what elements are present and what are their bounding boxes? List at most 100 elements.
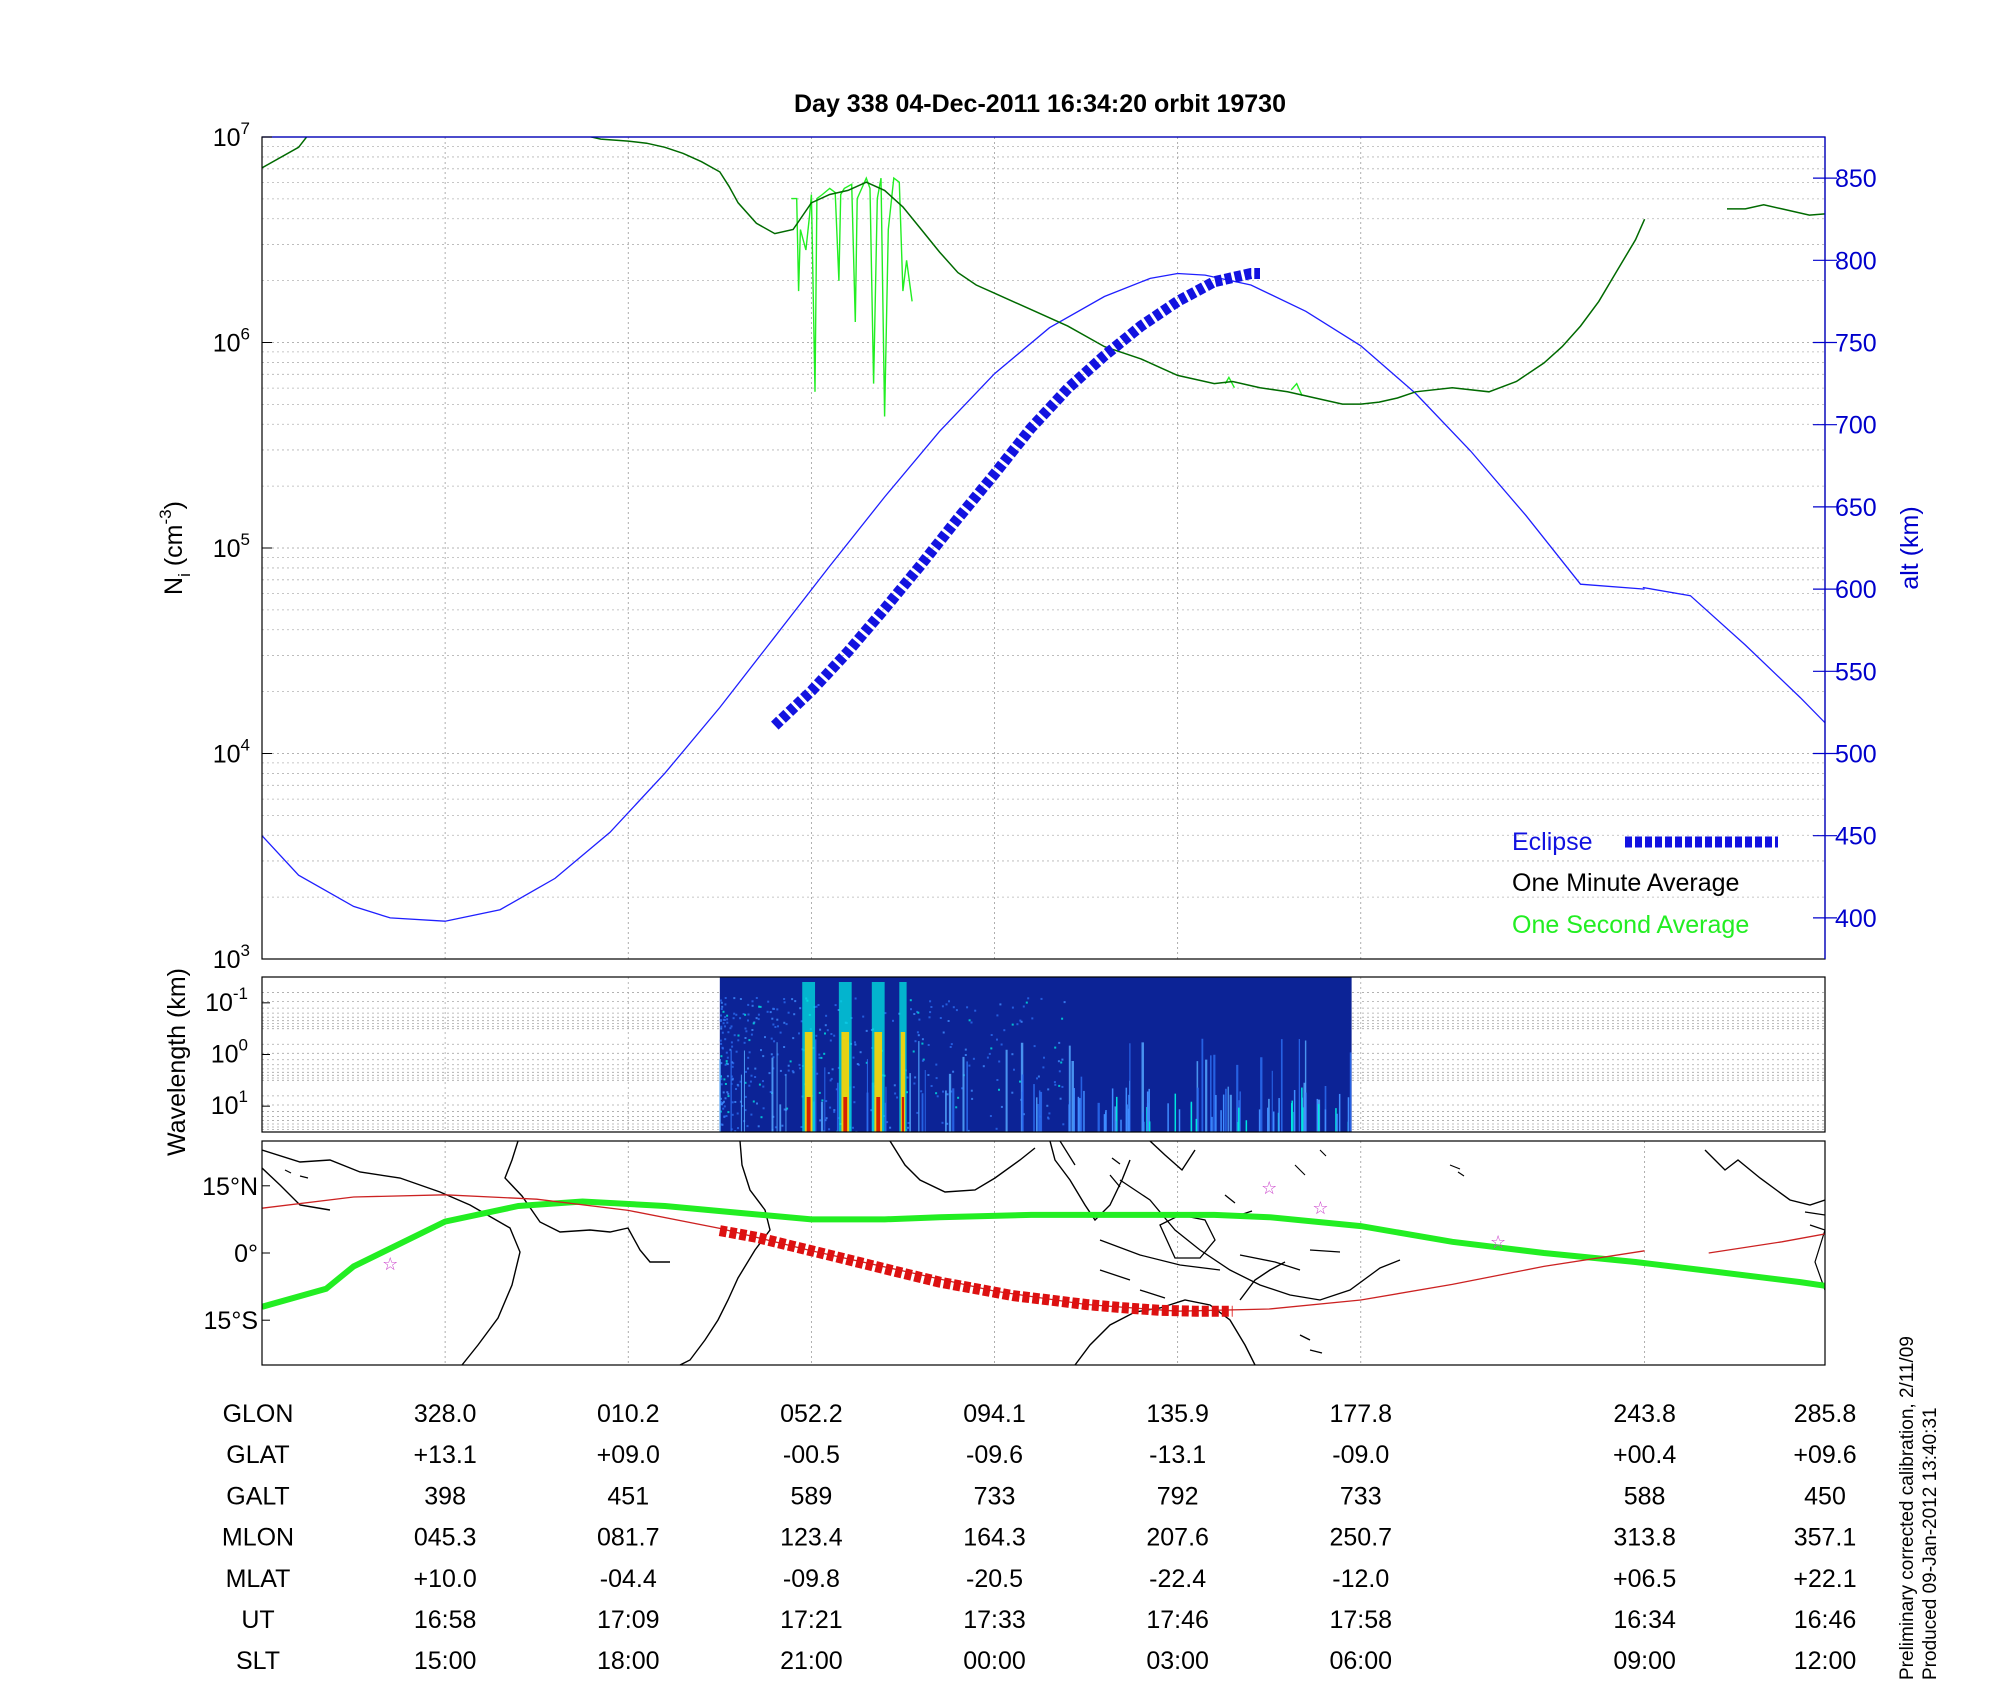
spectrogram-band-max — [843, 1097, 848, 1132]
spectrogram-cell — [815, 1034, 818, 1037]
spectrogram-cell — [724, 1016, 727, 1019]
spectrogram-cell — [921, 1059, 924, 1062]
orbit-ground-track — [1708, 1233, 1825, 1254]
spectrogram-cell — [783, 998, 786, 1000]
spectrogram-cell — [824, 1024, 827, 1027]
spectrogram-cell — [825, 1100, 828, 1103]
ephemeris-cell: +22.1 — [1793, 1565, 1856, 1593]
spectrogram-cell — [719, 1019, 722, 1021]
spectrogram-cell — [827, 1072, 830, 1075]
spectrogram-cell — [762, 1055, 765, 1058]
one-minute-line — [1727, 204, 1825, 216]
spectrogram-cell — [935, 1077, 938, 1080]
spectrogram-cell — [912, 1050, 915, 1053]
coastline-borneo — [1109, 1157, 1253, 1259]
spectrogram-cell — [966, 1006, 969, 1009]
spectrogram-cell — [724, 1097, 727, 1100]
spectrogram-cell — [747, 1019, 749, 1022]
spectrogram-cell — [769, 1091, 772, 1093]
ephemeris-cell: 17:58 — [1329, 1606, 1392, 1634]
spectrogram-cell — [783, 1108, 786, 1111]
altitude-axis-label: alt (km) — [1896, 506, 1924, 589]
spectrogram-cell — [823, 1130, 825, 1132]
spectrogram-cell — [910, 1008, 912, 1011]
spectrogram-cell — [794, 1000, 797, 1003]
spectrogram-cell — [865, 1061, 868, 1064]
spectrogram-cell — [1027, 997, 1030, 1000]
spectrogram-band-max — [806, 1097, 811, 1132]
spectrogram-cell — [751, 1004, 754, 1007]
spectrogram-cell — [745, 1070, 747, 1073]
spectrogram-cell — [760, 1049, 762, 1052]
ephemeris-cell: -09.0 — [1332, 1441, 1389, 1469]
main-series — [262, 137, 1825, 922]
spectrogram-cell — [854, 1041, 856, 1044]
spectrogram-cell — [732, 1017, 735, 1020]
wavelength-tick-label: 101 — [211, 1087, 248, 1120]
ephemeris-cell: 589 — [791, 1482, 833, 1510]
spectrogram-cell — [815, 1005, 818, 1008]
coastline-south-america — [262, 1149, 521, 1365]
spectrogram-cell — [744, 1013, 747, 1016]
spectrogram-cell — [922, 1058, 925, 1061]
spectrogram-cell — [773, 1040, 776, 1043]
spectrogram-cell — [752, 1100, 755, 1103]
ephemeris-cell: 00:00 — [963, 1647, 1026, 1675]
ephemeris-cell: 06:00 — [1329, 1647, 1392, 1675]
spectrogram-cell — [720, 1062, 723, 1065]
spectrogram-cell — [830, 1077, 833, 1080]
ephemeris-cell: 21:00 — [780, 1647, 843, 1675]
spectrogram-cell — [816, 1072, 819, 1075]
altitude-line — [1642, 586, 1825, 724]
spectrogram-cell — [774, 1026, 777, 1028]
spectrogram-cell — [723, 1100, 725, 1103]
spectrogram-cell — [935, 1092, 938, 1095]
spectrogram-cell — [906, 1126, 909, 1129]
spectrogram-cell — [834, 1004, 837, 1007]
spectrogram-cell — [720, 1097, 722, 1100]
spectrogram-cell — [799, 1007, 802, 1010]
spectrogram-cell — [854, 1043, 857, 1046]
ephemeris-row-label: UT — [241, 1606, 274, 1634]
ephemeris-row-label: GALT — [226, 1482, 289, 1510]
spectrogram-cell — [833, 1109, 836, 1112]
orbit-map-panel: ☆ ☆ ☆ ☆ ☆ 15°N 0° 15°S — [202, 1140, 1826, 1366]
ephemeris-cell: 17:46 — [1146, 1606, 1209, 1634]
coastline-australia — [1074, 1261, 1323, 1365]
spectrogram-cell — [817, 1004, 820, 1006]
ephemeris-cell: 16:34 — [1613, 1606, 1676, 1634]
spectrogram-cell — [766, 1010, 769, 1013]
spectrogram-cell — [783, 1021, 786, 1024]
spectrogram-cell — [852, 1126, 854, 1129]
spectrogram-cell — [1033, 1045, 1036, 1048]
spectrogram-cell — [955, 1106, 958, 1109]
spectrogram-cell — [935, 1063, 938, 1066]
spectrogram-cell — [721, 1005, 724, 1008]
spectrogram-cell — [781, 1124, 784, 1127]
spectrogram-cell — [731, 1078, 734, 1081]
spectrogram-cell — [721, 1103, 723, 1106]
spectrogram-cell — [1011, 1006, 1014, 1009]
spectrogram-cell — [1011, 1053, 1014, 1056]
ephemeris-cell: 010.2 — [597, 1400, 660, 1428]
density-tick-label: 105 — [213, 530, 250, 563]
spectrogram-cell — [916, 1031, 919, 1034]
spectrogram-band-max — [876, 1097, 881, 1132]
altitude-tick-label: 600 — [1835, 576, 1877, 604]
legend-second-label: One Second Average — [1512, 911, 1749, 939]
spectrogram-cell — [927, 1044, 930, 1046]
spectrogram-cell — [737, 1127, 739, 1130]
spectrogram-cell — [791, 1070, 794, 1073]
latitude-tick-label: 15°N — [202, 1173, 258, 1201]
spectrogram-cell — [726, 1063, 729, 1066]
spectrogram-cell — [724, 1025, 726, 1028]
coastline-southeast-asia — [1059, 1141, 1401, 1301]
spectrogram-cell — [916, 1111, 919, 1114]
spectrogram-cell — [1019, 1019, 1022, 1022]
spectrogram-cell — [730, 1025, 733, 1028]
altitude-ticks: 400 450 500 550 600 650 700 750 800 850 — [1813, 165, 1877, 933]
spectrogram-cell — [789, 1060, 792, 1063]
ephemeris-cell: -09.8 — [783, 1565, 840, 1593]
latitude-ticks: 15°N 0° 15°S — [202, 1173, 270, 1335]
spectrogram-cell — [726, 1021, 729, 1024]
